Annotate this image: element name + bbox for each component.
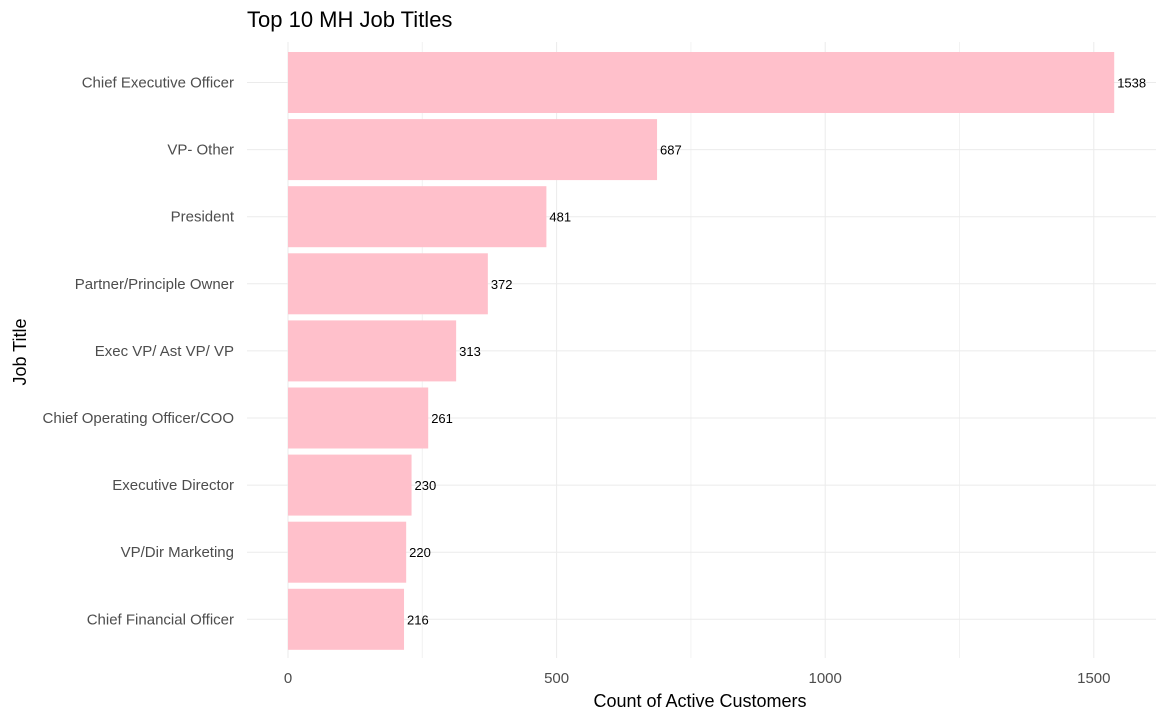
bar [288, 253, 488, 315]
x-tick-label: 500 [544, 670, 569, 687]
bar-value-label: 216 [407, 612, 429, 627]
bar-value-label: 261 [431, 411, 453, 426]
category-label: VP- Other [167, 142, 234, 159]
bar-value-label: 313 [459, 344, 481, 359]
x-tick-labels: 0 500 1000 1500 [284, 670, 1111, 687]
category-label: Chief Executive Officer [82, 75, 234, 92]
bar [288, 387, 429, 449]
x-tick-label: 1500 [1077, 670, 1110, 687]
category-label: Partner/Principle Owner [75, 276, 234, 293]
bar [288, 119, 658, 181]
category-label: Chief Financial Officer [87, 611, 234, 628]
x-axis-title: Count of Active Customers [593, 691, 806, 711]
data-labels: 1538 687 481 372 313 261 230 220 216 [407, 76, 1146, 628]
category-labels: Chief Executive Officer VP- Other Presiden… [43, 75, 235, 629]
bar-value-label: 1538 [1117, 76, 1146, 91]
category-label: Executive Director [112, 477, 234, 494]
bar [288, 521, 407, 583]
category-label: President [171, 209, 235, 226]
y-axis-title: Job Title [10, 318, 30, 385]
bar [288, 454, 412, 516]
category-label: VP/Dir Marketing [121, 544, 234, 561]
bars [288, 52, 1115, 650]
chart-title: Top 10 MH Job Titles [247, 7, 452, 32]
x-tick-label: 1000 [809, 670, 842, 687]
x-tick-label: 0 [284, 670, 292, 687]
bar-value-label: 220 [409, 545, 431, 560]
bar-value-label: 481 [549, 210, 571, 225]
category-label: Exec VP/ Ast VP/ VP [95, 343, 234, 360]
bar-value-label: 230 [415, 478, 437, 493]
bar-value-label: 372 [491, 277, 513, 292]
bar [288, 186, 547, 248]
bar [288, 52, 1115, 113]
bar-value-label: 687 [660, 143, 682, 158]
bar [288, 320, 457, 382]
category-label: Chief Operating Officer/COO [43, 410, 234, 427]
bar [288, 588, 405, 650]
